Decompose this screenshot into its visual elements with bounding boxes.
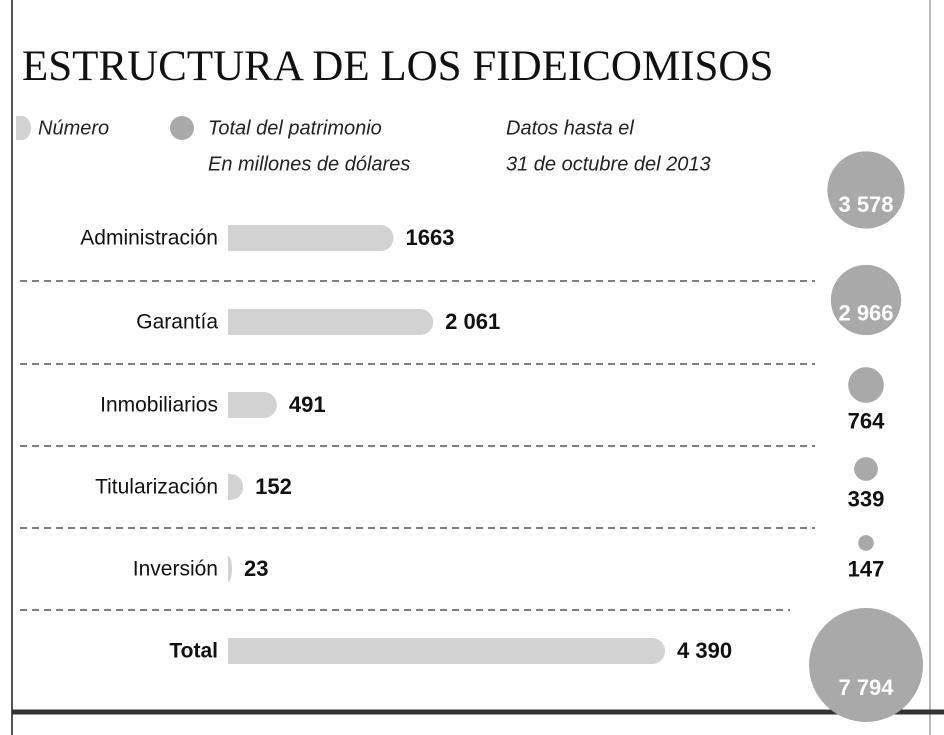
- category-label: Total: [169, 640, 218, 663]
- note: 31 de octubre del 2013: [506, 153, 711, 175]
- bubble: [830, 264, 902, 336]
- value-label: 491: [289, 392, 326, 417]
- value-label: 2 061: [445, 309, 500, 334]
- legend-label: Total del patrimonio: [208, 117, 382, 139]
- legend-swatch: [16, 116, 31, 140]
- bar: [228, 309, 434, 335]
- chart-title: ESTRUCTURA DE LOS FIDEICOMISOS: [22, 43, 773, 90]
- value-label: 23: [244, 556, 268, 581]
- bubble: [827, 151, 905, 229]
- category-label: Titularización: [95, 476, 218, 499]
- value-label: 152: [255, 474, 292, 499]
- category-label: Administración: [80, 227, 218, 250]
- bubble-label: 764: [848, 409, 885, 434]
- bar: [228, 225, 394, 251]
- value-label: 4 390: [677, 638, 732, 663]
- bubble-label: 3 578: [838, 192, 893, 217]
- bar: [228, 474, 244, 500]
- category-label: Garantía: [136, 311, 218, 334]
- bubble: [858, 535, 874, 551]
- bar: [228, 392, 277, 418]
- bar: [228, 638, 665, 664]
- bubble-label: 339: [848, 487, 885, 512]
- value-label: 1663: [406, 225, 455, 250]
- note: Datos hasta el: [506, 117, 634, 139]
- bubble: [848, 367, 884, 403]
- bar: [228, 556, 232, 582]
- bubble: [854, 457, 878, 481]
- bubble-label: 2 966: [838, 301, 893, 326]
- bubble: [809, 608, 923, 722]
- bubble-label: 7 794: [838, 675, 894, 700]
- unit-label: En millones de dólares: [208, 153, 410, 175]
- bubble-label: 147: [848, 557, 885, 582]
- category-label: Inmobiliarios: [100, 394, 218, 417]
- category-label: Inversión: [133, 558, 218, 581]
- legend-label: Número: [38, 117, 109, 139]
- legend-swatch: [170, 116, 194, 140]
